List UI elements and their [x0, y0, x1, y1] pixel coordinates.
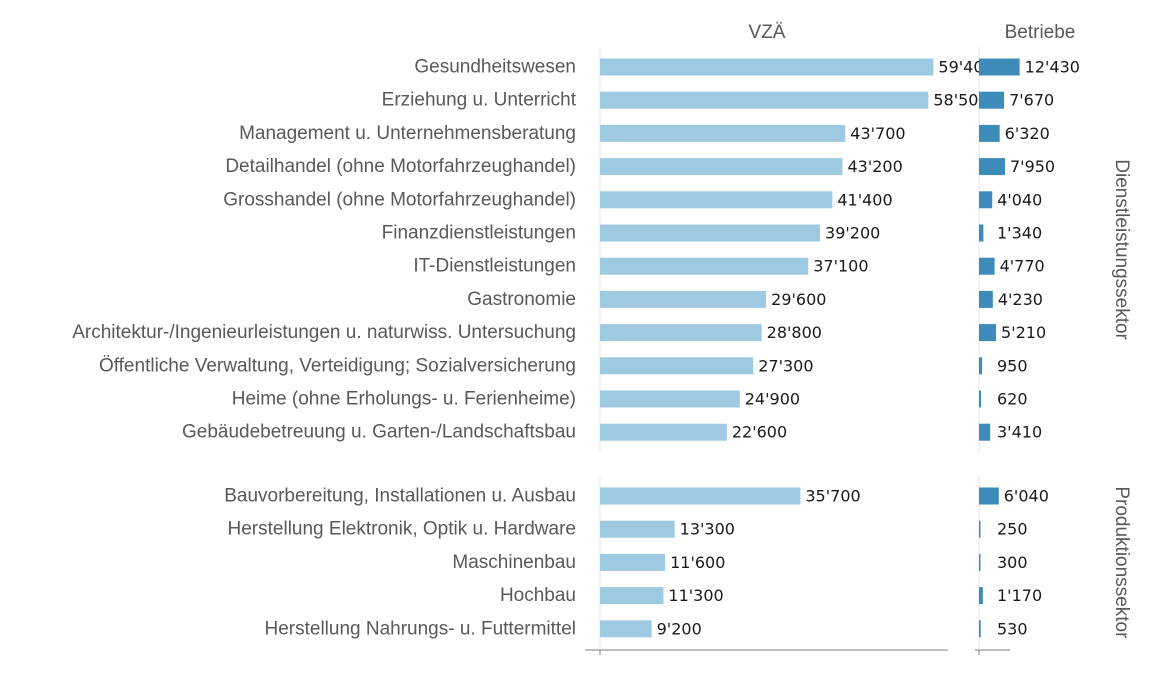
betriebe-bar [979, 290, 993, 308]
vza-bar [600, 158, 843, 176]
betriebe-value-label: 4'040 [997, 190, 1042, 209]
betriebe-value-label: 3'410 [997, 423, 1042, 442]
group-label: Dienstleistungssektor [1111, 159, 1132, 340]
betriebe-bar [979, 324, 997, 342]
betriebe-bar [979, 224, 984, 242]
betriebe-bar [979, 124, 1000, 142]
betriebe-value-label: 5'210 [1001, 323, 1046, 342]
betriebe-value-label: 7'950 [1010, 157, 1055, 176]
category-label: Gesundheitswesen [414, 57, 576, 78]
vza-value-label: 29'600 [771, 290, 826, 309]
vza-value-label: 24'900 [745, 390, 800, 409]
category-label: Öffentliche Verwaltung, Verteidigung; So… [99, 355, 576, 376]
betriebe-value-label: 1'340 [997, 224, 1042, 243]
betriebe-bar [979, 620, 981, 638]
betriebe-panel-title: Betriebe [1005, 22, 1076, 43]
betriebe-value-label: 12'430 [1025, 58, 1080, 77]
vza-value-label: 27'300 [758, 356, 813, 375]
vza-bar [600, 553, 666, 571]
betriebe-bar [979, 587, 983, 605]
betriebe-value-label: 950 [997, 356, 1028, 375]
betriebe-bar [979, 158, 1005, 176]
vza-bar [600, 423, 727, 441]
betriebe-bar [979, 91, 1005, 109]
betriebe-value-label: 300 [997, 553, 1028, 572]
betriebe-bar [979, 191, 993, 209]
vza-panel-title: VZÄ [749, 22, 786, 43]
vza-bar [600, 91, 929, 109]
vza-bar [600, 124, 846, 142]
category-label: Herstellung Elektronik, Optik u. Hardwar… [228, 519, 576, 540]
betriebe-value-label: 4'770 [1000, 257, 1045, 276]
vza-bar [600, 290, 767, 308]
betriebe-bar [979, 487, 999, 505]
category-label: Maschinenbau [452, 552, 576, 573]
vza-value-label: 28'800 [767, 323, 822, 342]
category-label: Detailhandel (ohne Motorfahrzeughandel) [225, 156, 576, 177]
category-label: Hochbau [500, 585, 576, 606]
betriebe-bar [979, 520, 981, 538]
vza-bar [600, 257, 809, 275]
vza-value-label: 39'200 [825, 224, 880, 243]
betriebe-value-label: 6'040 [1004, 487, 1049, 506]
betriebe-value-label: 530 [997, 619, 1028, 638]
vza-value-label: 58'500 [933, 91, 988, 110]
category-label: Gebäudebetreuung u. Garten-/Landschaftsb… [182, 422, 576, 443]
betriebe-value-label: 7'670 [1009, 91, 1054, 110]
betriebe-bar [979, 58, 1020, 76]
vza-value-label: 37'100 [813, 257, 868, 276]
group-label: Produktionssektor [1111, 486, 1132, 639]
vza-bar [600, 487, 801, 505]
category-label: Bauvorbereitung, Installationen u. Ausba… [224, 486, 576, 507]
vza-bar [600, 324, 762, 342]
betriebe-value-label: 620 [997, 390, 1028, 409]
vza-value-label: 43'200 [847, 157, 902, 176]
vza-value-label: 22'600 [732, 423, 787, 442]
vza-value-label: 43'700 [850, 124, 905, 143]
category-label: Finanzdienstleistungen [382, 223, 576, 244]
vza-bar [600, 224, 821, 242]
vza-bar [600, 620, 652, 638]
category-label: Management u. Unternehmensberatung [239, 123, 576, 144]
vza-value-label: 35'700 [805, 487, 860, 506]
betriebe-bar [979, 257, 995, 275]
vza-value-label: 41'400 [837, 190, 892, 209]
vza-bar [600, 357, 754, 375]
vza-value-label: 13'300 [680, 520, 735, 539]
betriebe-value-label: 250 [997, 520, 1028, 539]
vza-value-label: 9'200 [657, 619, 702, 638]
category-label: Architektur-/Ingenieurleistungen u. natu… [72, 322, 576, 343]
vza-bar [600, 390, 740, 408]
category-label: Heime (ohne Erholungs- u. Ferienheime) [232, 389, 576, 410]
vza-bar [600, 191, 833, 209]
category-label: Gastronomie [467, 289, 576, 310]
betriebe-value-label: 4'230 [998, 290, 1043, 309]
vza-value-label: 11'600 [670, 553, 725, 572]
category-label: IT-Dienstleistungen [413, 256, 576, 277]
vza-bar [600, 58, 934, 76]
betriebe-bar [979, 390, 982, 408]
category-label: Erziehung u. Unterricht [382, 90, 577, 111]
vza-bar [600, 520, 675, 538]
betriebe-bar [979, 357, 983, 375]
betriebe-bar [979, 553, 981, 571]
betriebe-bar [979, 423, 991, 441]
vza-value-label: 11'300 [668, 586, 723, 605]
betriebe-value-label: 1'170 [997, 586, 1042, 605]
vza-bar [600, 587, 664, 605]
category-label: Grosshandel (ohne Motorfahrzeughandel) [223, 189, 576, 210]
betriebe-value-label: 6'320 [1005, 124, 1050, 143]
category-label: Herstellung Nahrungs- u. Futtermittel [264, 618, 576, 639]
